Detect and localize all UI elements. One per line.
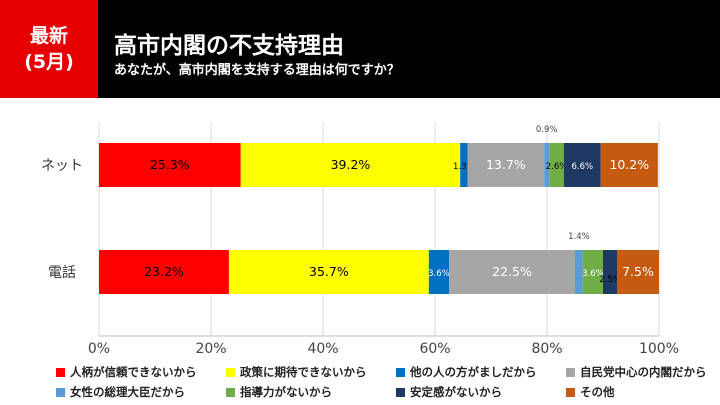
bar-segment bbox=[544, 143, 550, 187]
category-label: 電話 bbox=[48, 264, 76, 281]
data-label: 3.6% bbox=[428, 269, 450, 279]
legend-item: 安定感がないから bbox=[396, 383, 566, 401]
legend-label: 安定感がないから bbox=[410, 385, 502, 399]
bar-segment bbox=[582, 250, 603, 294]
latest-badge: 最新 (5月) bbox=[0, 0, 98, 98]
legend-label: その他 bbox=[580, 385, 615, 399]
legend-item: 女性の総理大臣だから bbox=[56, 383, 226, 401]
legend-item: 自民党中心の内閣だから bbox=[566, 363, 716, 381]
data-label: 22.5% bbox=[492, 264, 532, 279]
legend-item: 人柄が信頼できないから bbox=[56, 363, 226, 381]
data-label: 2.6% bbox=[546, 162, 568, 172]
bar-segment bbox=[99, 143, 241, 187]
x-tick-label: 60% bbox=[419, 341, 450, 357]
header-bar: 最新 (5月) 高市内閣の不支持理由 あなたが、高市内閣を支持する理由は何ですか… bbox=[0, 0, 720, 98]
data-label: 23.2% bbox=[144, 264, 184, 279]
data-label: 10.2% bbox=[609, 157, 649, 172]
legend-swatch bbox=[56, 387, 65, 397]
data-label: 1.3% bbox=[453, 162, 475, 172]
legend-label: 自民党中心の内閣だから bbox=[580, 365, 707, 379]
bar-segment bbox=[617, 250, 659, 294]
data-label: 1.4% bbox=[568, 232, 590, 242]
legend-swatch bbox=[396, 387, 405, 397]
legend-swatch bbox=[56, 367, 65, 377]
chart-legend: 人柄が信頼できないから 政策に期待できないから 他の人の方がましだから 自民党中心の内… bbox=[56, 363, 716, 401]
bar-segment bbox=[228, 250, 429, 294]
bar-segment bbox=[549, 143, 564, 187]
bar-segment bbox=[600, 143, 658, 187]
data-label: 3.6% bbox=[582, 269, 604, 279]
legend-swatch bbox=[226, 367, 235, 377]
data-label: 39.2% bbox=[331, 157, 371, 172]
x-tick-label: 20% bbox=[195, 341, 226, 357]
chart-title: 高市内閣の不支持理由 bbox=[114, 33, 344, 59]
bar-segment bbox=[449, 250, 575, 294]
bar-segment bbox=[240, 143, 461, 187]
bar-segment bbox=[575, 250, 583, 294]
data-label: 7.5% bbox=[622, 264, 654, 279]
chart-subtitle: あなたが、高市内閣を支持する理由は何ですか？ bbox=[114, 63, 400, 78]
x-tick-label: 0% bbox=[88, 341, 110, 357]
legend-item: 他の人の方がましだから bbox=[396, 363, 566, 381]
data-label: 0.9% bbox=[536, 125, 558, 135]
bar-segment bbox=[428, 250, 449, 294]
badge-line1: 最新 bbox=[29, 25, 68, 47]
bar-segment bbox=[563, 143, 601, 187]
legend-label: 指導力がないから bbox=[240, 385, 332, 399]
legend-swatch bbox=[566, 387, 575, 397]
legend-label: 人柄が信頼できないから bbox=[70, 365, 197, 379]
bar-segment bbox=[99, 250, 229, 294]
bar-segment bbox=[603, 250, 617, 294]
data-label: 25.3% bbox=[150, 157, 190, 172]
legend-item: 指導力がないから bbox=[226, 383, 396, 401]
x-tick-label: 80% bbox=[531, 341, 562, 357]
x-tick-label: 40% bbox=[307, 341, 338, 357]
x-tick-label: 100% bbox=[639, 341, 679, 357]
legend-swatch bbox=[396, 367, 405, 377]
badge-line2: (5月) bbox=[24, 51, 74, 73]
data-label: 6.6% bbox=[571, 162, 593, 172]
legend-swatch bbox=[566, 367, 575, 377]
legend-label: 政策に期待できないから bbox=[240, 365, 367, 379]
legend-item: 政策に期待できないから bbox=[226, 363, 396, 381]
category-label: ネット bbox=[41, 158, 83, 174]
legend-label: 女性の総理大臣だから bbox=[70, 385, 185, 399]
data-label: 35.7% bbox=[309, 264, 349, 279]
bar-segment bbox=[467, 143, 545, 187]
legend-item: その他 bbox=[566, 383, 716, 401]
legend-label: 他の人の方がましだから bbox=[410, 365, 537, 379]
bar-segment bbox=[460, 143, 468, 187]
legend-swatch bbox=[226, 387, 235, 397]
data-label: 13.7% bbox=[486, 157, 526, 172]
data-label: 2.5% bbox=[599, 275, 621, 285]
